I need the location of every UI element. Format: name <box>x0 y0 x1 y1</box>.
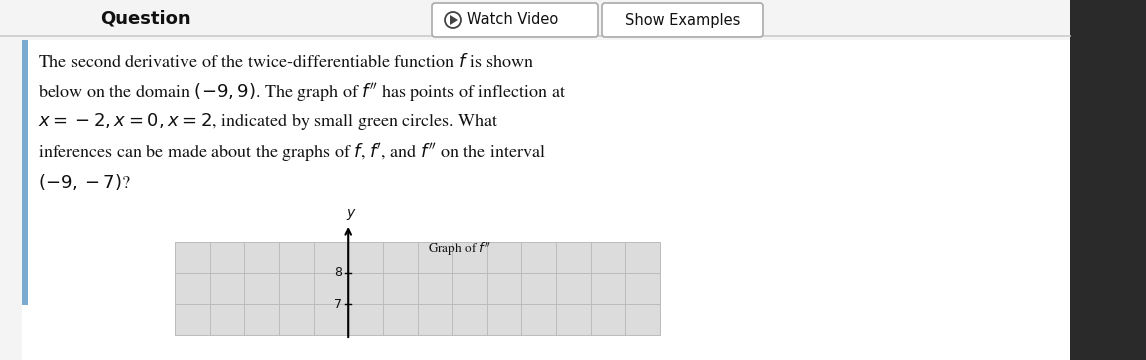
Bar <box>22 40 1070 360</box>
Text: The second derivative of the twice-differentiable function $f$ is shown: The second derivative of the twice-diffe… <box>38 53 534 71</box>
Text: Question: Question <box>100 9 190 27</box>
Circle shape <box>445 12 461 28</box>
Bar <box>22 40 28 305</box>
Text: Graph of $f''$: Graph of $f''$ <box>429 240 492 257</box>
Text: below on the domain $(-9, 9)$. The graph of $f''$ has points of inflection at: below on the domain $(-9, 9)$. The graph… <box>38 81 566 104</box>
Text: Watch Video: Watch Video <box>468 13 558 27</box>
Text: inferences can be made about the graphs of $f$, $f'$, and $f''$ on the interval: inferences can be made about the graphs … <box>38 140 545 163</box>
Bar <box>175 242 660 335</box>
Text: 7: 7 <box>335 297 343 310</box>
Bar <box>0 0 1070 35</box>
Bar <box>1070 0 1146 360</box>
Text: $(-9, -7)$?: $(-9, -7)$? <box>38 172 131 192</box>
Text: Show Examples: Show Examples <box>625 13 740 27</box>
FancyBboxPatch shape <box>432 3 598 37</box>
FancyBboxPatch shape <box>602 3 763 37</box>
Text: $x = -2, x = 0, x = 2$, indicated by small green circles. What: $x = -2, x = 0, x = 2$, indicated by sma… <box>38 112 499 132</box>
Text: 8: 8 <box>335 266 343 279</box>
Text: y: y <box>346 206 354 220</box>
Polygon shape <box>450 15 458 25</box>
